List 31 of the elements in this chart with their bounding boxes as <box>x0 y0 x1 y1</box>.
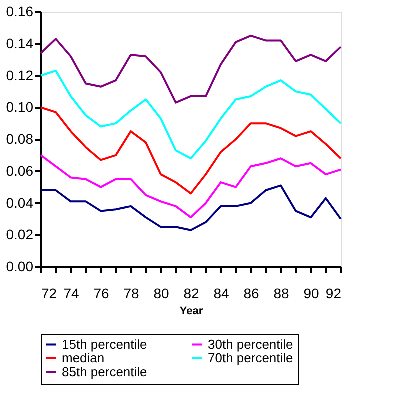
legend-label: 15th percentile <box>62 336 148 352</box>
y-tick-label: 0.04 <box>6 194 34 211</box>
line-series <box>40 34 342 104</box>
x-tick-label: 76 <box>94 286 110 302</box>
legend-label: 70th percentile <box>208 350 294 366</box>
y-tick-label: 0.06 <box>6 162 34 179</box>
x-tick-label: 90 <box>304 286 320 302</box>
x-tick-label: 78 <box>124 286 140 302</box>
x-tick-label: 88 <box>274 286 290 302</box>
line-series <box>40 154 342 219</box>
legend-label: 85th percentile <box>62 364 148 380</box>
y-tick-label: 0.08 <box>6 131 34 147</box>
line-series <box>40 70 342 160</box>
legend-label: median <box>62 350 105 366</box>
line-series <box>40 106 342 195</box>
line-series <box>40 184 342 232</box>
x-tick-label: 72 <box>42 286 58 302</box>
y-tick-label: 0.00 <box>6 258 34 274</box>
x-tick-label: 84 <box>214 286 230 302</box>
x-tick-label: 92 <box>326 286 342 302</box>
y-tick-label: 0.14 <box>6 35 34 52</box>
x-tick-label: 82 <box>184 286 200 302</box>
y-tick-label: 0.16 <box>6 4 34 20</box>
y-tick-label: 0.02 <box>6 226 34 243</box>
legend-label: 30th percentile <box>208 336 294 352</box>
x-tick-label: 86 <box>244 286 260 302</box>
y-tick-label: 0.10 <box>6 99 34 116</box>
x-tick-label: 80 <box>154 286 170 302</box>
x-tick-label: 74 <box>64 286 80 302</box>
x-axis-title: Year <box>180 306 204 318</box>
y-tick-label: 0.12 <box>6 67 34 84</box>
